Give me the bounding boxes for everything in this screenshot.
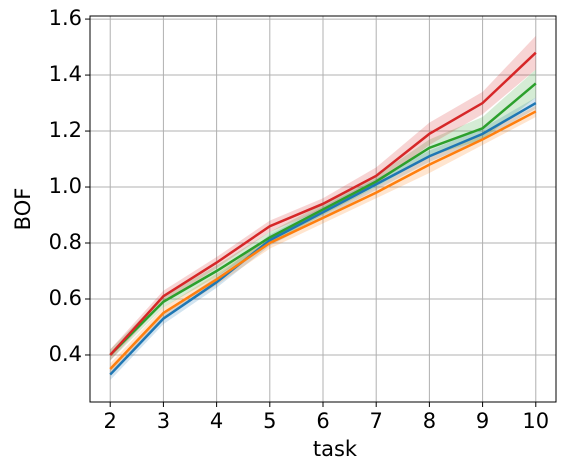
plot-frame xyxy=(89,15,557,403)
x-tick-label: 5 xyxy=(263,409,276,433)
y-tick-label: 0.8 xyxy=(49,230,82,254)
y-tick-label: 1.0 xyxy=(49,174,82,198)
y-axis-label: BOF xyxy=(11,188,35,231)
band xyxy=(110,69,536,361)
line xyxy=(109,110,537,370)
x-tick-label: 7 xyxy=(370,409,383,433)
x-tick-label: 2 xyxy=(104,409,117,433)
line xyxy=(109,82,537,356)
y-tick-label: 1.2 xyxy=(49,118,82,142)
y-tick-label: 1.6 xyxy=(49,6,82,30)
y-tick-label: 0.4 xyxy=(49,342,82,366)
band xyxy=(110,105,536,375)
x-axis-label: task xyxy=(313,437,358,461)
x-tick-label: 4 xyxy=(210,409,223,433)
x-tick-label: 8 xyxy=(423,409,436,433)
x-tick-label: 9 xyxy=(476,409,489,433)
line xyxy=(109,51,537,356)
line xyxy=(109,101,537,376)
band xyxy=(110,35,536,361)
y-tick-label: 1.4 xyxy=(49,62,82,86)
x-tick-label: 3 xyxy=(157,409,170,433)
band xyxy=(110,97,536,381)
y-tick-label: 0.6 xyxy=(49,286,82,310)
x-tick-label: 10 xyxy=(522,409,549,433)
x-tick-label: 6 xyxy=(316,409,329,433)
